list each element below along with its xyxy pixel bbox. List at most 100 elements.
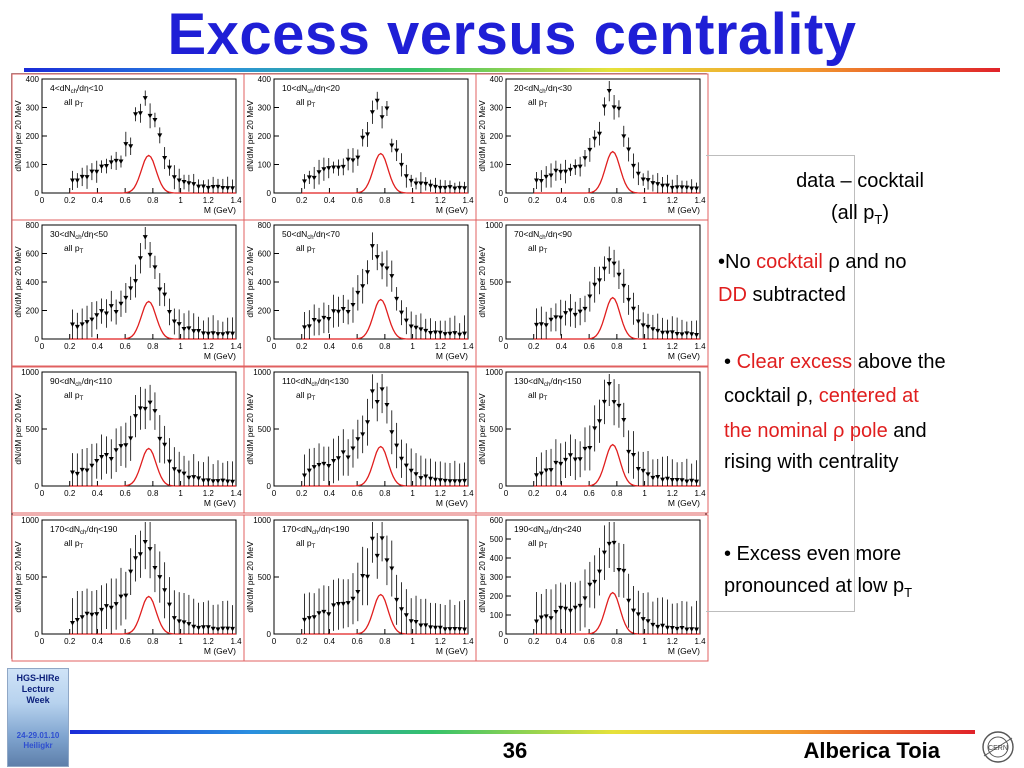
data-point bbox=[432, 184, 438, 190]
data-point bbox=[543, 323, 549, 328]
data-point bbox=[79, 467, 85, 473]
data-point bbox=[635, 612, 641, 617]
x-tick-label: 1.4 bbox=[230, 196, 242, 205]
centrality-label: 70<dNch/dη<90 bbox=[514, 229, 572, 241]
y-tick-label: 500 bbox=[490, 278, 504, 287]
data-point bbox=[350, 303, 356, 308]
data-point bbox=[679, 478, 685, 483]
data-point bbox=[601, 399, 607, 405]
data-point bbox=[389, 274, 395, 279]
centrality-label: 4<dNch/dη<10 bbox=[50, 83, 103, 95]
x-tick-label: 0.8 bbox=[147, 196, 159, 205]
x-tick-label: 1.4 bbox=[230, 637, 242, 646]
data-point bbox=[123, 593, 129, 599]
data-point bbox=[394, 597, 400, 603]
y-tick-label: 600 bbox=[258, 250, 272, 259]
data-point bbox=[215, 332, 221, 337]
data-point bbox=[215, 627, 221, 632]
y-tick-label: 300 bbox=[490, 573, 504, 582]
data-point bbox=[137, 406, 143, 411]
data-point bbox=[321, 167, 327, 172]
data-point bbox=[616, 106, 622, 112]
data-point bbox=[533, 619, 539, 625]
data-point bbox=[215, 184, 221, 190]
data-point bbox=[413, 181, 419, 187]
text-frame bbox=[706, 155, 855, 612]
panel-frame bbox=[475, 73, 709, 221]
y-tick-label: 1000 bbox=[253, 368, 271, 377]
data-point bbox=[640, 468, 646, 474]
data-point bbox=[413, 325, 419, 331]
data-point bbox=[331, 309, 337, 314]
x-tick-label: 0.2 bbox=[64, 489, 76, 498]
data-point bbox=[563, 169, 569, 175]
data-point bbox=[311, 318, 317, 323]
data-point bbox=[369, 110, 375, 115]
data-point bbox=[432, 330, 438, 336]
data-point bbox=[306, 175, 312, 180]
y-tick-label: 1000 bbox=[21, 368, 39, 377]
data-point bbox=[176, 619, 182, 624]
data-point bbox=[558, 315, 564, 321]
data-point bbox=[442, 332, 448, 337]
data-point bbox=[335, 456, 341, 461]
x-tick-label: 0.4 bbox=[324, 342, 336, 351]
data-point bbox=[360, 574, 366, 579]
data-point bbox=[306, 616, 312, 621]
data-point bbox=[572, 312, 578, 318]
logo-line: Lecture bbox=[21, 684, 55, 694]
data-point bbox=[379, 115, 385, 120]
x-tick-label: 1.4 bbox=[462, 637, 474, 646]
data-point bbox=[196, 328, 202, 334]
x-tick-label: 0.8 bbox=[611, 196, 623, 205]
data-point bbox=[196, 625, 202, 631]
x-tick-label: 1.2 bbox=[667, 342, 679, 351]
data-point bbox=[118, 301, 124, 307]
data-point bbox=[94, 612, 100, 617]
x-tick-label: 0 bbox=[504, 489, 509, 498]
centrality-label: 190<dNch/dη<240 bbox=[514, 524, 582, 536]
data-point bbox=[345, 157, 351, 163]
data-point bbox=[326, 317, 332, 322]
y-tick-label: 0 bbox=[267, 335, 272, 344]
x-tick-label: 0.2 bbox=[64, 637, 76, 646]
data-point bbox=[563, 606, 569, 612]
data-point bbox=[437, 625, 443, 631]
bullet-1-line2: DD subtracted bbox=[718, 282, 1008, 308]
slide-title: Excess versus centrality bbox=[167, 2, 857, 67]
data-point bbox=[379, 387, 385, 392]
x-tick-label: 0.8 bbox=[611, 637, 623, 646]
y-tick-label: 500 bbox=[258, 425, 272, 434]
data-point bbox=[89, 317, 95, 323]
data-point bbox=[452, 331, 458, 336]
data-point bbox=[128, 286, 134, 291]
data-point bbox=[655, 624, 661, 630]
data-point bbox=[442, 627, 448, 632]
data-point bbox=[220, 478, 226, 484]
data-point bbox=[462, 186, 468, 191]
data-point bbox=[664, 625, 670, 631]
data-point bbox=[587, 147, 593, 153]
data-point bbox=[166, 165, 172, 171]
y-tick-label: 1000 bbox=[253, 516, 271, 525]
y-axis-label: dN/dM per 20 MeV bbox=[477, 246, 487, 318]
x-tick-label: 0.6 bbox=[584, 489, 596, 498]
data-point bbox=[650, 475, 656, 481]
data-point bbox=[572, 165, 578, 170]
y-tick-label: 1000 bbox=[485, 368, 503, 377]
y-tick-label: 200 bbox=[26, 307, 40, 316]
data-point bbox=[606, 381, 612, 387]
highlight-text: the nominal ρ pole bbox=[724, 420, 888, 442]
x-tick-label: 1.4 bbox=[694, 489, 706, 498]
page-number: 36 bbox=[502, 738, 528, 763]
y-tick-label: 300 bbox=[490, 104, 504, 113]
y-tick-label: 1000 bbox=[485, 221, 503, 230]
y-tick-label: 0 bbox=[35, 630, 40, 639]
data-point bbox=[225, 626, 231, 632]
x-tick-label: 0 bbox=[40, 342, 45, 351]
y-tick-label: 600 bbox=[26, 250, 40, 259]
panel-frame bbox=[243, 366, 477, 514]
x-tick-label: 0.6 bbox=[120, 489, 132, 498]
data-point bbox=[408, 468, 414, 474]
pt-label: all pT bbox=[64, 243, 84, 255]
